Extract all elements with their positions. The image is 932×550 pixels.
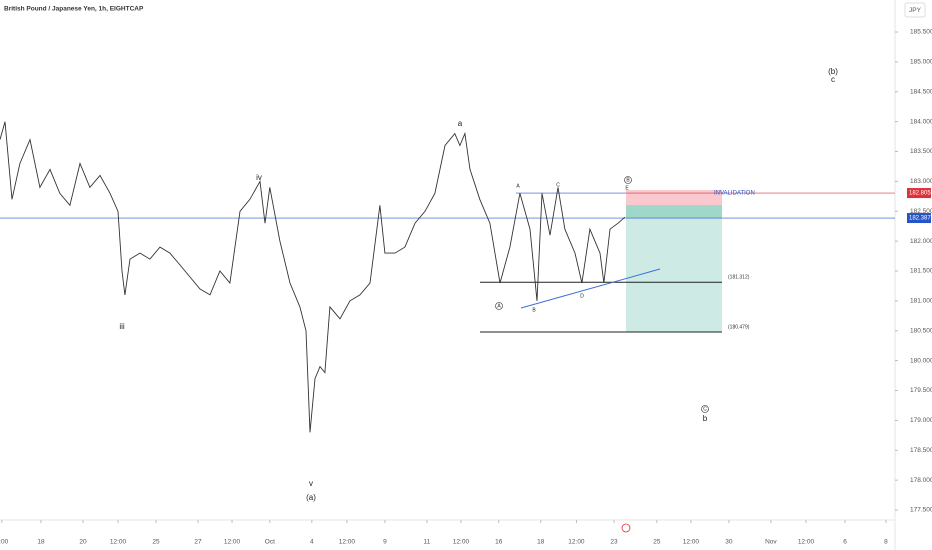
y-tick-label: 181.000 [910, 298, 932, 305]
x-tick-label: 12:00 [224, 539, 241, 546]
x-tick-label: 9 [383, 539, 387, 546]
y-tick-label: 184.500 [910, 88, 932, 95]
x-tick-label: 25 [653, 539, 661, 546]
x-tick-label: 27 [194, 539, 202, 546]
y-tick-label: 177.500 [910, 507, 932, 514]
wave-label: B [626, 177, 630, 183]
wave-label: a [458, 119, 463, 128]
wave-label: (a) [306, 493, 316, 502]
y-tick-label: 178.500 [910, 447, 932, 454]
x-tick-label: 20 [79, 539, 87, 546]
trendline [520, 268, 661, 309]
wave-label: C [703, 406, 707, 412]
y-tick-label: 179.500 [910, 387, 932, 394]
price-badge [907, 188, 931, 199]
x-tick-label: 2:00 [0, 539, 9, 546]
level-text: INVALIDATION [714, 191, 755, 197]
x-tick-label: 30 [725, 539, 733, 546]
reward-zone [626, 205, 722, 333]
level-label: (181.312) [728, 275, 750, 281]
x-tick-label: 18 [537, 539, 545, 546]
chart-title: British Pound / Japanese Yen, 1h, EIGHTC… [4, 6, 144, 13]
x-tick-label: 18 [37, 539, 45, 546]
wave-label: c [831, 75, 835, 84]
x-tick-label: 16 [495, 539, 503, 546]
x-tick-label: 11 [424, 539, 431, 546]
y-tick-label: 183.000 [910, 178, 932, 185]
y-tick-label: 184.000 [910, 118, 932, 125]
event-icon [621, 523, 631, 533]
x-tick-label: 12:00 [798, 539, 815, 546]
risk-zone [626, 190, 722, 206]
y-tick-label: 178.000 [910, 477, 932, 484]
y-tick-label: 180.500 [910, 327, 932, 334]
wave-label: C [556, 182, 560, 188]
level-label: (180.479) [728, 324, 750, 330]
x-tick-label: 25 [152, 539, 160, 546]
x-tick-label: 23 [610, 539, 618, 546]
currency: JPY [909, 7, 922, 14]
wave-label: (b) [828, 67, 838, 76]
wave-label: D [580, 293, 584, 299]
wave-label: E [625, 185, 629, 191]
x-tick-label: 12:00 [453, 539, 470, 546]
x-tick-label: Oct [265, 539, 275, 546]
wave-circle [495, 302, 503, 310]
price-badge-label: 182.387 [909, 216, 931, 222]
y-tick-label: 181.500 [910, 268, 932, 275]
x-tick-label: 8 [884, 539, 888, 546]
price-line [0, 121, 626, 433]
wave-circle [701, 405, 709, 413]
y-tick-label: 183.500 [910, 148, 932, 155]
currency-box[interactable] [904, 2, 926, 18]
wave-label: iv [256, 173, 262, 182]
wave-label: A [516, 183, 520, 189]
x-tick-label: 4 [310, 539, 314, 546]
price-badge [907, 213, 931, 224]
y-tick-label: 185.500 [910, 29, 932, 36]
x-tick-label: 6 [843, 539, 847, 546]
x-tick-label: 12:00 [110, 539, 127, 546]
x-tick-label: 12:00 [568, 539, 585, 546]
x-tick-label: 12:00 [339, 539, 356, 546]
wave-label: b [703, 414, 708, 423]
reward-filled [626, 205, 722, 219]
y-tick-label: 180.000 [910, 357, 932, 364]
wave-label: iii [119, 322, 125, 331]
price-badge-label: 182.805 [909, 191, 931, 197]
wave-label: B [532, 307, 536, 313]
y-tick-label: 182.000 [910, 238, 932, 245]
wave-label: v [309, 479, 313, 488]
y-tick-label: 185.000 [910, 59, 932, 66]
x-tick-label: Nov [765, 539, 777, 546]
wave-label: A [497, 303, 501, 309]
y-tick-label: 182.500 [910, 208, 932, 215]
x-tick-label: 12:00 [683, 539, 700, 546]
wave-circle [624, 176, 632, 184]
y-tick-label: 179.000 [910, 417, 932, 424]
